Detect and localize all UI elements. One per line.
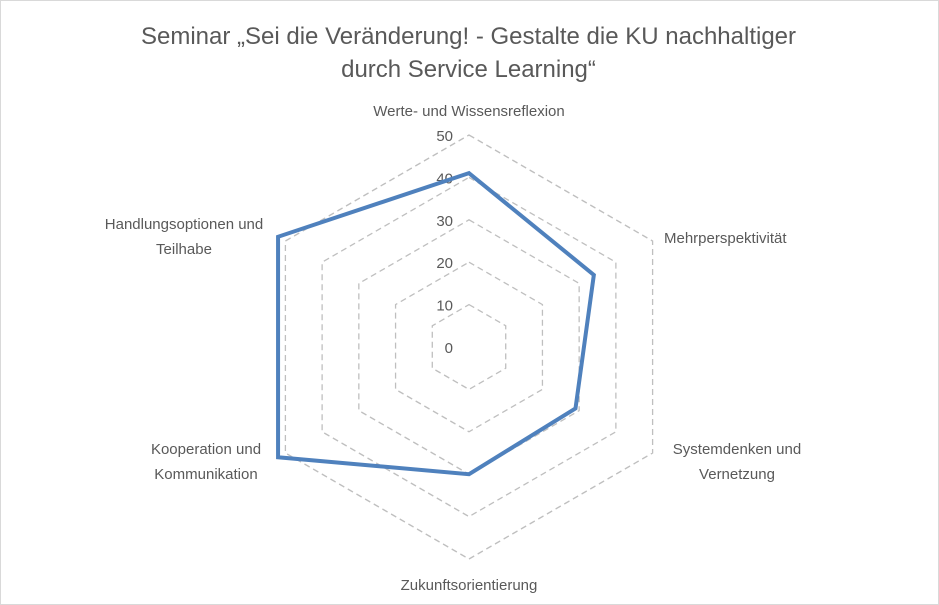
chart-title-line-2: durch Service Learning“	[341, 56, 596, 83]
axis-label-2-line-0: Systemdenken und	[673, 441, 801, 458]
gridline-20	[394, 261, 544, 433]
axis-label-5-line-1: Teilhabe	[156, 241, 212, 258]
tick-label-20: 20	[436, 255, 453, 272]
axis-label-4-line-1: Kommunikation	[154, 466, 257, 483]
tick-label-50: 50	[436, 128, 453, 145]
axis-label-1: Mehrperspektivität	[664, 230, 787, 247]
chart-title-line-1: Seminar „Sei die Veränderung! - Gestalte…	[140, 23, 797, 50]
tick-label-10: 10	[436, 298, 453, 315]
chart-title: Seminar „Sei die Veränderung! - Gestalte…	[60, 20, 877, 86]
axis-label-3-line-0: Zukunftsorientierung	[401, 577, 538, 594]
tick-label-30: 30	[436, 213, 453, 230]
axis-label-5: Handlungsoptionen und Teilhabe	[105, 216, 263, 258]
axis-label-4-line-0: Kooperation und	[151, 441, 261, 458]
axis-label-2-line-1: Vernetzung	[699, 466, 775, 483]
gridline-50	[284, 134, 654, 560]
axis-label-4: Kooperation und Kommunikation	[151, 441, 261, 483]
gridline-10	[431, 303, 507, 391]
axis-label-0-line-0: Werte- und Wissensreflexion	[373, 103, 564, 120]
tick-label-0: 0	[445, 340, 453, 357]
axis-label-3: Zukunftsorientierung	[401, 577, 538, 594]
gridline-30	[358, 219, 580, 475]
axis-label-2: Systemdenken und Vernetzung	[673, 441, 801, 483]
axis-label-1-line-0: Mehrperspektivität	[664, 230, 787, 247]
axis-label-5-line-0: Handlungsoptionen und	[105, 216, 263, 233]
axis-label-0: Werte- und Wissensreflexion	[373, 103, 564, 120]
series-line-0	[276, 170, 596, 477]
